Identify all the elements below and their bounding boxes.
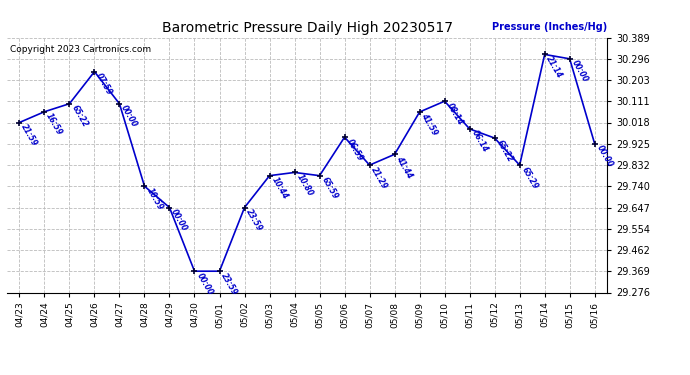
Text: 65:22: 65:22 [495, 138, 515, 164]
Text: 21:29: 21:29 [370, 165, 389, 190]
Text: 65:59: 65:59 [319, 176, 339, 201]
Text: 00:00: 00:00 [570, 59, 589, 84]
Text: 10:80: 10:80 [295, 172, 315, 198]
Text: 06:14: 06:14 [470, 129, 489, 154]
Text: 41:44: 41:44 [395, 154, 415, 180]
Text: 06:59: 06:59 [344, 137, 364, 162]
Text: 21:59: 21:59 [19, 123, 39, 148]
Text: 41:59: 41:59 [420, 112, 440, 137]
Text: 10:59: 10:59 [144, 186, 164, 211]
Text: 00:00: 00:00 [170, 207, 189, 233]
Text: 23:59: 23:59 [219, 271, 239, 297]
Text: 00:00: 00:00 [119, 104, 139, 129]
Title: Barometric Pressure Daily High 20230517: Barometric Pressure Daily High 20230517 [161, 21, 453, 35]
Text: 08:14: 08:14 [444, 101, 464, 126]
Text: 65:29: 65:29 [520, 165, 540, 190]
Text: 23:59: 23:59 [244, 207, 264, 233]
Text: Pressure (Inches/Hg): Pressure (Inches/Hg) [492, 22, 607, 32]
Text: 16:59: 16:59 [44, 112, 64, 137]
Text: 00:00: 00:00 [595, 144, 615, 169]
Text: 07:59: 07:59 [95, 72, 115, 97]
Text: Copyright 2023 Cartronics.com: Copyright 2023 Cartronics.com [10, 45, 151, 54]
Text: 10:44: 10:44 [270, 176, 289, 201]
Text: 65:22: 65:22 [70, 104, 89, 129]
Text: 21:14: 21:14 [544, 54, 564, 80]
Text: 00:00: 00:00 [195, 271, 215, 297]
